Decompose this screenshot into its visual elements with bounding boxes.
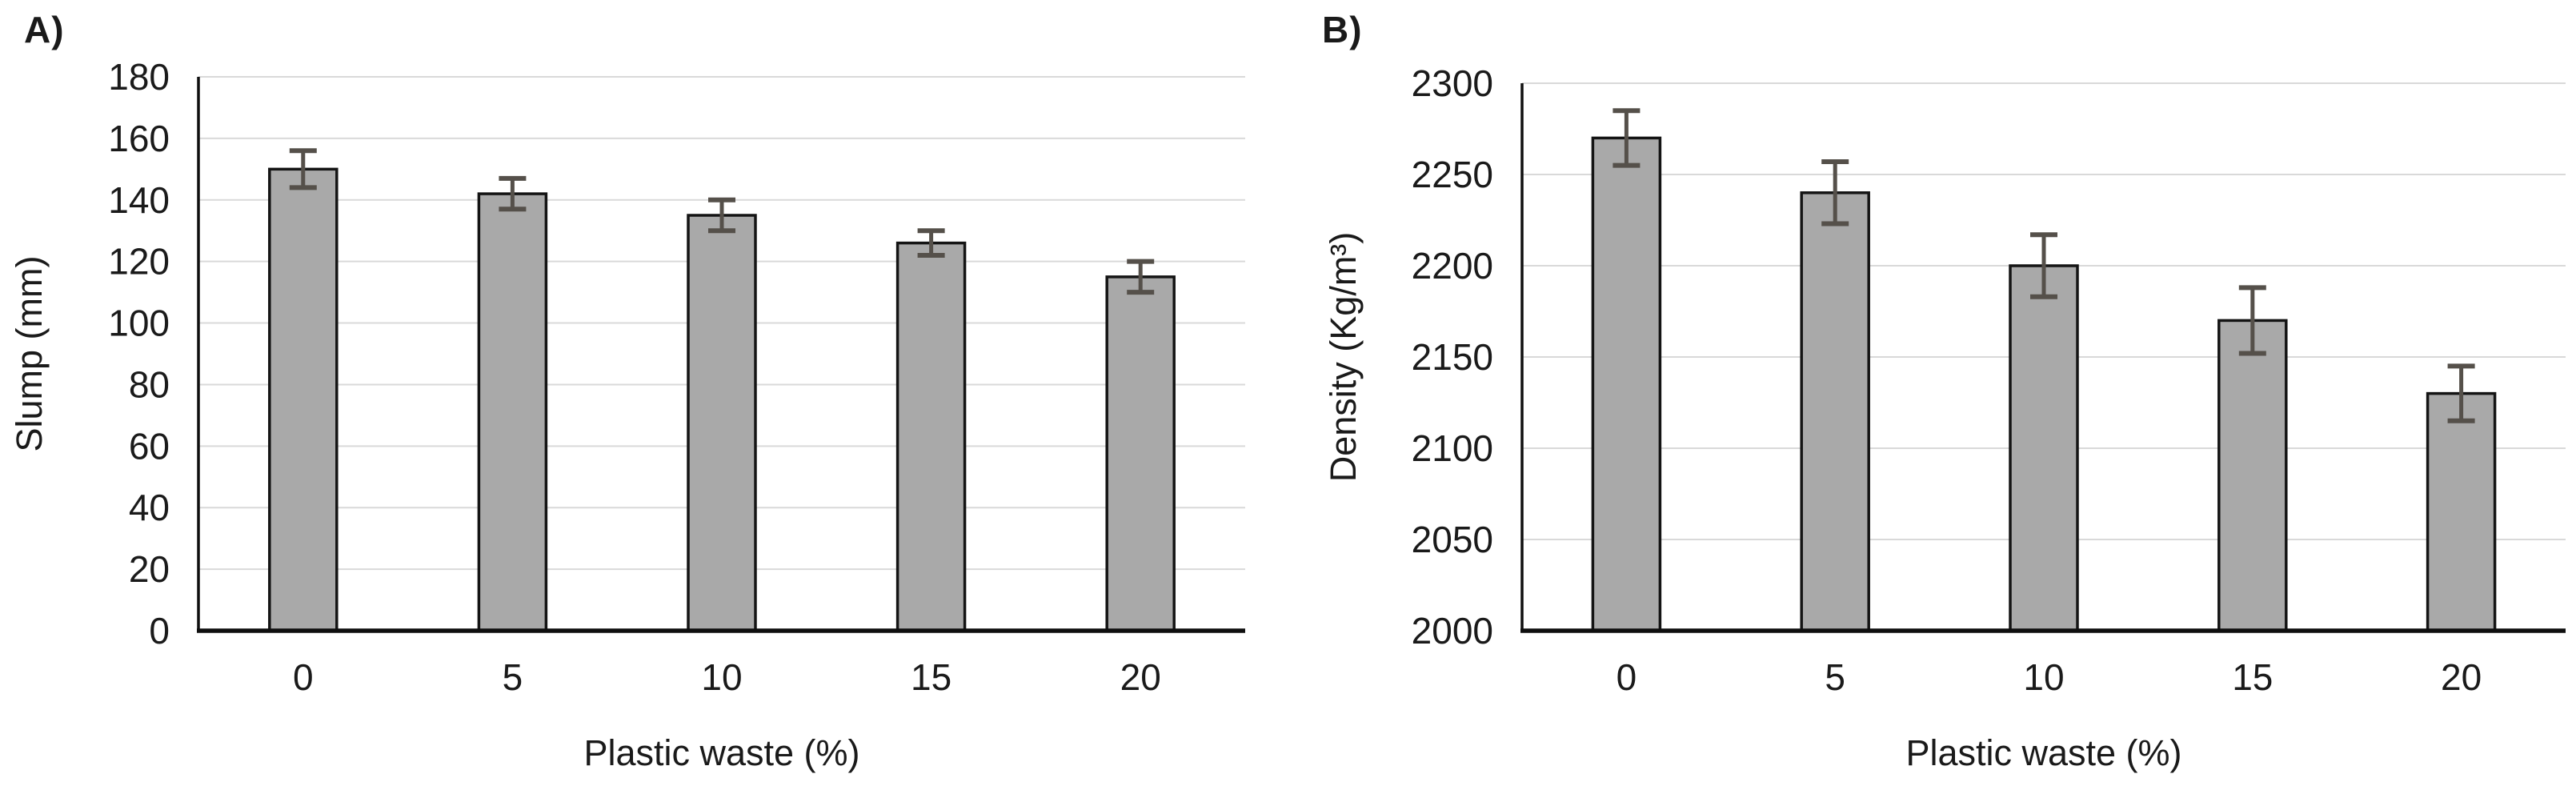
x-tick-label: 15 <box>2232 656 2273 698</box>
y-tick-label: 40 <box>129 487 170 528</box>
bar <box>1800 191 1870 632</box>
bar <box>895 241 967 632</box>
x-tick-label: 5 <box>503 656 523 698</box>
y-tick-label: 2150 <box>1412 336 1493 378</box>
x-tick-label: 10 <box>2023 656 2064 698</box>
bar <box>2009 264 2079 632</box>
x-axis-title: Plastic waste (%) <box>1905 732 2181 773</box>
panel-b: B) 2000 2050 2100 2150 2200 2250 2300 0 5 10 15 20 P… <box>1288 0 2576 786</box>
x-tick-label: 15 <box>911 656 951 698</box>
y-tick-label: 2300 <box>1412 62 1493 104</box>
y-axis-title: Density (Kg/m³) <box>1323 232 1364 483</box>
panel-a-label: A) <box>24 9 65 50</box>
x-tick-label: 0 <box>1617 656 1637 698</box>
panel-b-label: B) <box>1322 9 1363 50</box>
panel-a: A) 0 20 40 60 80 100 120 140 160 180 0 5 10 15 20 Plast… <box>9 9 1245 773</box>
y-tick-label: 120 <box>108 241 170 283</box>
y-tick-label: 20 <box>129 548 170 590</box>
y-tick-label: 2250 <box>1412 154 1493 195</box>
y-tick-label: 0 <box>149 610 170 652</box>
x-axis-title: Plastic waste (%) <box>583 732 859 773</box>
y-tick-label: 60 <box>129 425 170 467</box>
bar <box>477 192 548 632</box>
y-tick-label: 80 <box>129 363 170 405</box>
y-tick-label: 180 <box>108 56 170 98</box>
y-axis-title: Slump (mm) <box>9 256 50 452</box>
bar <box>2217 319 2288 632</box>
density-bar-chart: 2000 2050 2100 2150 2200 2250 2300 0 5 10 15 20 Plas… <box>1323 62 2566 773</box>
slump-bar-chart: 0 20 40 60 80 100 120 140 160 180 0 5 10 15 20 Plastic … <box>9 56 1245 773</box>
x-tick-label: 5 <box>1825 656 1845 698</box>
x-tick-label: 20 <box>1120 656 1161 698</box>
x-tick-label: 0 <box>293 656 314 698</box>
bar <box>1105 275 1176 632</box>
bar <box>687 214 757 632</box>
bar <box>1591 136 1662 632</box>
x-tick-label: 10 <box>701 656 742 698</box>
y-tick-label: 2200 <box>1412 245 1493 287</box>
x-tick-label: 20 <box>2441 656 2482 698</box>
y-tick-label: 2050 <box>1412 519 1493 560</box>
y-tick-label: 2000 <box>1412 610 1493 652</box>
y-tick-label: 160 <box>108 118 170 159</box>
bar <box>2426 391 2497 632</box>
y-tick-label: 140 <box>108 179 170 221</box>
y-tick-label: 2100 <box>1412 427 1493 469</box>
bar <box>268 167 339 632</box>
y-tick-label: 100 <box>108 303 170 344</box>
